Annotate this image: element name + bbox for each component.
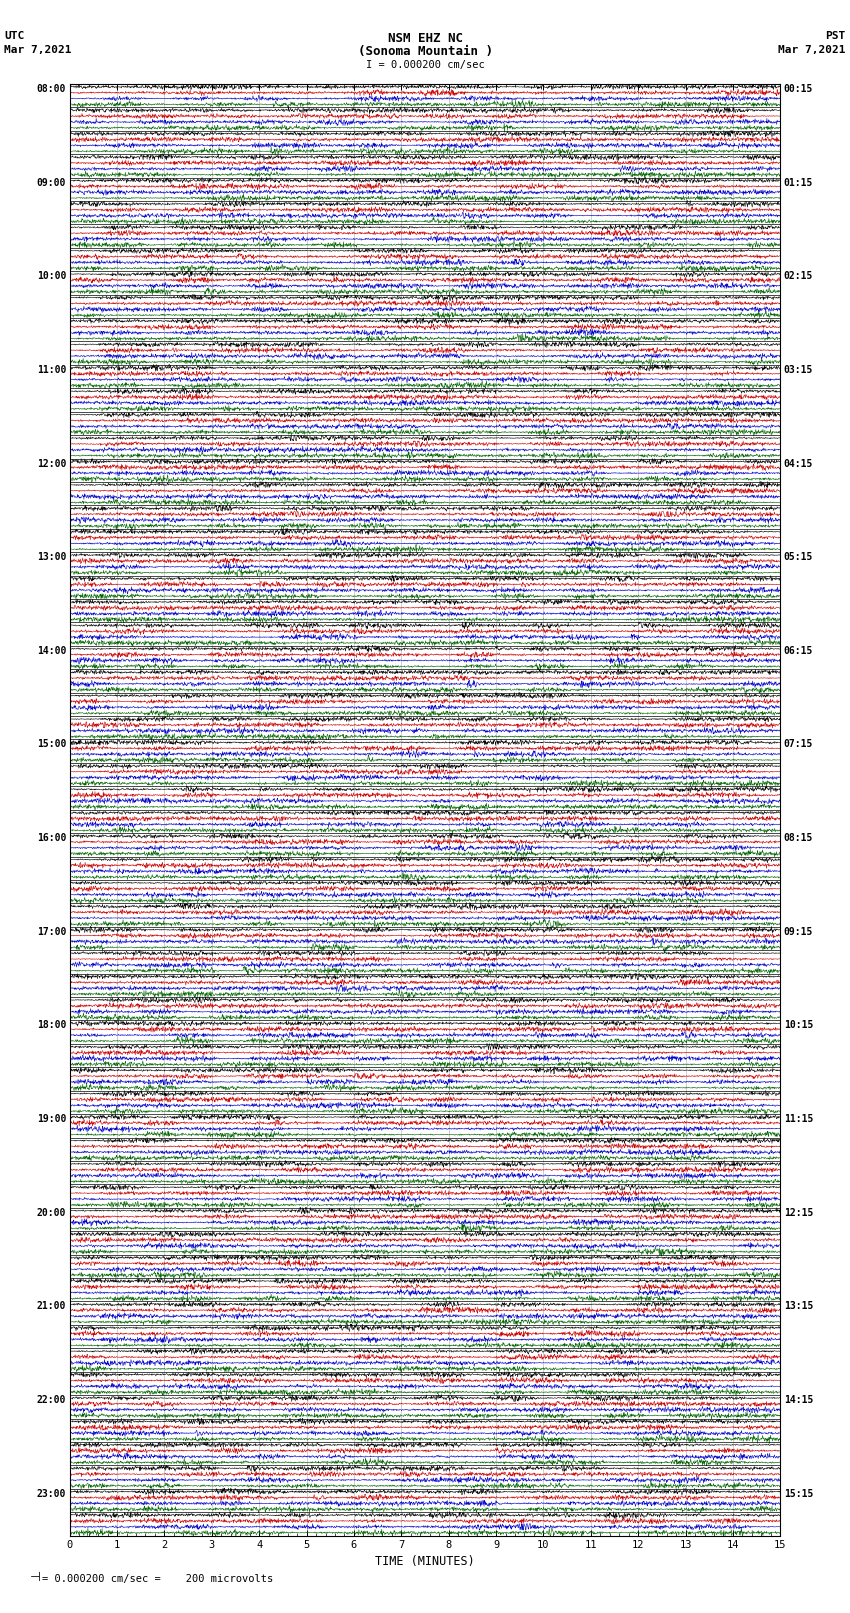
Text: 14:00: 14:00 [37, 645, 66, 656]
Text: 19:00: 19:00 [37, 1115, 66, 1124]
Text: 15:00: 15:00 [37, 739, 66, 750]
Text: 10:15: 10:15 [784, 1021, 813, 1031]
Text: 03:15: 03:15 [784, 365, 813, 374]
Text: 12:00: 12:00 [37, 458, 66, 468]
Text: 18:00: 18:00 [37, 1021, 66, 1031]
Text: 11:00: 11:00 [37, 365, 66, 374]
Text: 09:15: 09:15 [784, 927, 813, 937]
Text: 20:00: 20:00 [37, 1208, 66, 1218]
Text: 02:15: 02:15 [784, 271, 813, 281]
Text: 08:15: 08:15 [784, 834, 813, 844]
Text: 13:15: 13:15 [784, 1302, 813, 1311]
Text: 00:15: 00:15 [784, 84, 813, 94]
Text: 15:15: 15:15 [784, 1489, 813, 1498]
Text: 09:00: 09:00 [37, 177, 66, 187]
Text: 12:15: 12:15 [784, 1208, 813, 1218]
Text: 04:15: 04:15 [784, 458, 813, 468]
Text: (Sonoma Mountain ): (Sonoma Mountain ) [358, 45, 492, 58]
X-axis label: TIME (MINUTES): TIME (MINUTES) [375, 1555, 475, 1568]
Text: $\dashv$: $\dashv$ [27, 1569, 41, 1584]
Text: 11:15: 11:15 [784, 1115, 813, 1124]
Text: Mar 7,2021: Mar 7,2021 [4, 45, 71, 55]
Text: 07:15: 07:15 [784, 739, 813, 750]
Text: 14:15: 14:15 [784, 1395, 813, 1405]
Text: 23:00: 23:00 [37, 1489, 66, 1498]
Text: UTC: UTC [4, 31, 25, 40]
Text: 13:00: 13:00 [37, 552, 66, 563]
Text: 08:00: 08:00 [37, 84, 66, 94]
Text: 05:15: 05:15 [784, 552, 813, 563]
Text: PST: PST [825, 31, 846, 40]
Text: 10:00: 10:00 [37, 271, 66, 281]
Text: 22:00: 22:00 [37, 1395, 66, 1405]
Text: 21:00: 21:00 [37, 1302, 66, 1311]
Text: = 0.000200 cm/sec =    200 microvolts: = 0.000200 cm/sec = 200 microvolts [42, 1574, 274, 1584]
Text: 17:00: 17:00 [37, 927, 66, 937]
Text: 01:15: 01:15 [784, 177, 813, 187]
Text: 06:15: 06:15 [784, 645, 813, 656]
Text: NSM EHZ NC: NSM EHZ NC [388, 32, 462, 45]
Text: Mar 7,2021: Mar 7,2021 [779, 45, 846, 55]
Text: 16:00: 16:00 [37, 834, 66, 844]
Text: I = 0.000200 cm/sec: I = 0.000200 cm/sec [366, 60, 484, 69]
